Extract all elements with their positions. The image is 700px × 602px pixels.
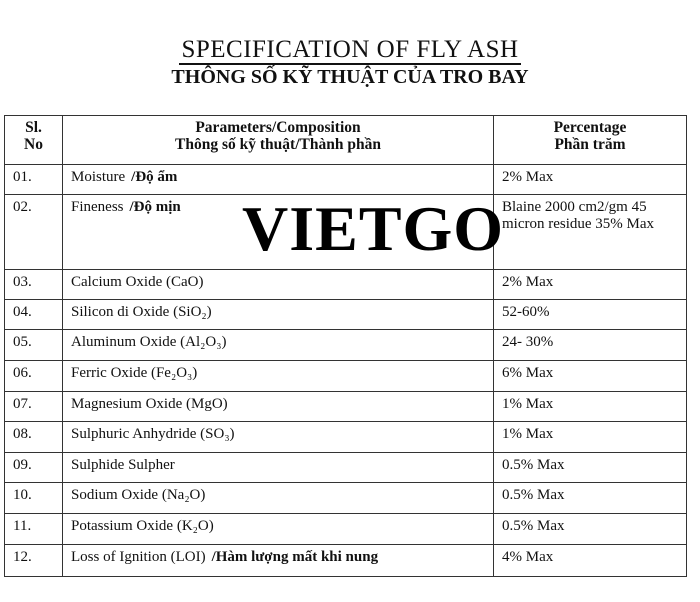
parameter-name: Ferric Oxide (Fe₂O₃)	[71, 365, 198, 381]
row-number: 10.	[4, 482, 63, 514]
table-row: 03. Calcium Oxide (CaO) 2% Max	[4, 269, 687, 300]
table-row: 06. Ferric Oxide (Fe₂O₃) 6% Max	[4, 360, 687, 392]
parameter-cell: Silicon di Oxide (SiO₂)	[62, 299, 494, 330]
parameter-cell: Calcium Oxide (CaO)	[62, 269, 494, 300]
parameter-name: Sulphide Sulpher	[71, 457, 175, 473]
parameter-name: Calcium Oxide (CaO)	[71, 274, 204, 290]
percentage-cell: 1% Max	[493, 391, 687, 422]
row-number: 07.	[4, 391, 63, 422]
parameter-cell: Aluminum Oxide (Al₂O₃)	[62, 329, 494, 361]
table-header-row: Sl. No Parameters/Composition Thông số kỹ …	[4, 115, 687, 165]
parameter-name: Silicon di Oxide (SiO₂)	[71, 304, 212, 320]
row-number: 06.	[4, 360, 63, 392]
percentage-cell: 0.5% Max	[493, 452, 687, 483]
parameter-name: Loss of Ignition (LOI)	[71, 549, 206, 565]
parameter-name: Sulphuric Anhydride (SO₃)	[71, 426, 235, 442]
table-row: 12. Loss of Ignition (LOI) /Hàm lượng mất…	[4, 544, 687, 577]
percentage-cell: 52-60%	[493, 299, 687, 330]
parameter-cell: Fineness/Độ mịn	[62, 194, 494, 270]
parameter-cell: Potassium Oxide (K₂O)	[62, 513, 494, 545]
parameter-name: Sodium Oxide (Na₂O)	[71, 487, 206, 503]
percentage-cell: 0.5% Max	[493, 513, 687, 545]
table-row: 10. Sodium Oxide (Na₂O) 0.5% Max	[4, 482, 687, 514]
percentage-cell: 2% Max	[493, 269, 687, 300]
title-text: SPECIFICATION OF FLY ASH	[179, 36, 521, 65]
table-row: 08. Sulphuric Anhydride (SO₃) 1% Max	[4, 421, 687, 453]
parameter-name: Magnesium Oxide (MgO)	[71, 396, 228, 412]
document-subtitle: THÔNG SỐ KỸ THUẬT CỦA TRO BAY	[171, 66, 529, 88]
vietgo-watermark: VIETGO	[242, 193, 505, 264]
table-row: 05. Aluminum Oxide (Al₂O₃) 24- 30%	[4, 329, 687, 361]
parameter-name-vi: /Độ ẩm	[131, 169, 178, 185]
row-number: 08.	[4, 421, 63, 453]
parameter-name: Fineness	[71, 199, 124, 215]
row-number: 12.	[4, 544, 63, 577]
row-number: 04.	[4, 299, 63, 330]
table-row: 11. Potassium Oxide (K₂O) 0.5% Max	[4, 513, 687, 545]
parameter-cell: Ferric Oxide (Fe₂O₃)	[62, 360, 494, 392]
percentage-cell: 0.5% Max	[493, 482, 687, 514]
percentage-cell: 4% Max	[493, 544, 687, 577]
table-row: 09. Sulphide Sulpher 0.5% Max	[4, 452, 687, 483]
parameter-cell: Moisture/Độ ẩm	[62, 164, 494, 195]
table-row: 02. Fineness/Độ mịn Blaine 2000 cm2/gm 4…	[4, 194, 687, 270]
row-number: 11.	[4, 513, 63, 545]
parameter-cell: Sulphuric Anhydride (SO₃)	[62, 421, 494, 453]
parameter-cell: Magnesium Oxide (MgO)	[62, 391, 494, 422]
header-sl-no: Sl. No	[4, 115, 63, 165]
percentage-cell: 24- 30%	[493, 329, 687, 361]
table-row: 01. Moisture/Độ ẩm 2% Max	[4, 164, 687, 195]
percentage-cell: 1% Max	[493, 421, 687, 453]
parameter-name-vi: /Hàm lượng mất khi nung	[211, 549, 379, 565]
parameter-name: Aluminum Oxide (Al₂O₃)	[71, 334, 227, 350]
row-number: 03.	[4, 269, 63, 300]
table-row: 07. Magnesium Oxide (MgO) 1% Max	[4, 391, 687, 422]
row-number: 01.	[4, 164, 63, 195]
table-row: 04. Silicon di Oxide (SiO₂) 52-60%	[4, 299, 687, 330]
parameter-name: Moisture	[71, 169, 126, 185]
row-number: 09.	[4, 452, 63, 483]
percentage-cell: 6% Max	[493, 360, 687, 392]
parameter-name: Potassium Oxide (K₂O)	[71, 518, 214, 534]
document-title: SPECIFICATION OF FLY ASH	[0, 36, 700, 65]
header-percentage: Percentage Phần trăm	[493, 115, 687, 165]
specification-table: Sl. No Parameters/Composition Thông số kỹ …	[4, 115, 687, 577]
percentage-cell: 2% Max	[493, 164, 687, 195]
header-parameters: Parameters/Composition Thông số kỹ thuật/…	[62, 115, 494, 165]
parameter-cell: Loss of Ignition (LOI) /Hàm lượng mất khi…	[62, 544, 494, 577]
parameter-cell: Sulphide Sulpher	[62, 452, 494, 483]
parameter-cell: Sodium Oxide (Na₂O)	[62, 482, 494, 514]
parameter-name-vi: /Độ mịn	[129, 199, 181, 215]
row-number: 02.	[4, 194, 63, 270]
row-number: 05.	[4, 329, 63, 361]
percentage-cell: Blaine 2000 cm2/gm 45 micron residue 35%…	[493, 194, 687, 270]
